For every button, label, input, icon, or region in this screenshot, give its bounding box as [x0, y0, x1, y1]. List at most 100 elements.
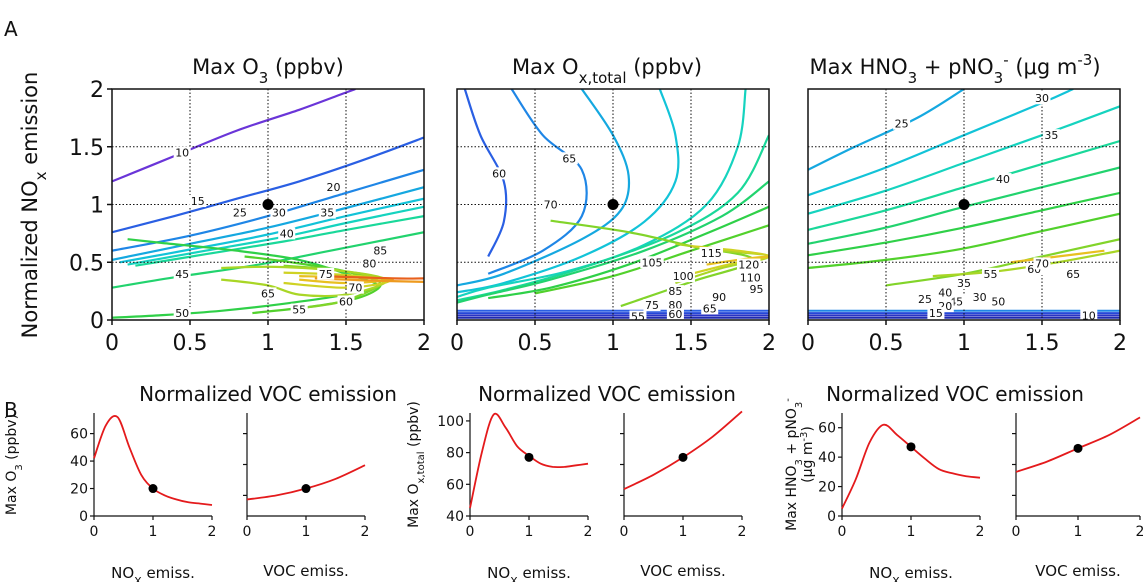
chart-title-a3-part: Max HNO [809, 55, 907, 79]
x-tick-label: 1 [261, 331, 275, 356]
contour-line-10 [112, 89, 356, 183]
chart-title-a1: Max O3 (ppbv) [192, 55, 344, 87]
y-axis-label-b3-part: Max O [406, 483, 422, 527]
x-tick-label: 0 [90, 524, 99, 540]
contour-label: 55 [292, 304, 306, 317]
contour-line-60 [885, 238, 1120, 287]
contour-label: 10 [1082, 309, 1096, 322]
contour-label: 25 [233, 207, 247, 220]
base-case-point [1073, 443, 1083, 453]
contour-label: 75 [645, 299, 659, 312]
contour-label: 25 [918, 293, 932, 306]
y-axis-label-b3-part: x,total [416, 451, 427, 483]
contour-label: 35 [957, 277, 971, 290]
contour-label-bg [1064, 267, 1082, 280]
contour-label-bg [346, 281, 364, 294]
contour-label-bg [936, 286, 954, 299]
contour-label: 40 [280, 227, 294, 240]
chart-title-a3-part: + pNO [917, 55, 994, 79]
y-axis-label-b5-part: + pNO [784, 408, 800, 459]
x-axis-label-b5-part: X [892, 575, 900, 582]
contour-label-bg [325, 181, 343, 194]
y-axis-label-b1: Max O3 (ppbv) [4, 414, 25, 515]
contour-label: 115 [701, 247, 722, 260]
contour-label: 10 [175, 147, 189, 160]
contour-label-bg [666, 285, 684, 298]
x-tick-label: 2 [1136, 524, 1145, 540]
base-case-point [262, 199, 274, 210]
chart-title-a1-part: Max O [192, 55, 259, 79]
contour-label: 60 [339, 296, 353, 309]
chart-title-a3-part: ) [1092, 55, 1100, 79]
x-tick-label: 0 [801, 331, 815, 356]
contour-label: 30 [272, 207, 286, 220]
contour-label: 45 [175, 268, 189, 281]
x-tick-label: 0 [838, 524, 847, 540]
chart-title-a2-part: (ppbv) [627, 55, 702, 79]
chart-title-a2-part: Max O [512, 55, 579, 79]
contour-line-75 [457, 89, 680, 294]
x-tick-label: 1.5 [329, 331, 364, 356]
contour-label: 85 [668, 285, 682, 298]
b-group-title-1: Normalized VOC emission [139, 382, 397, 406]
contour-label: 30 [973, 291, 987, 304]
x-axis-label-b5-part: emiss. [900, 564, 953, 582]
x-tick-label: 2 [208, 524, 217, 540]
contour-line-65 [221, 265, 388, 298]
y-axis-label2-b5-part: ) [800, 426, 816, 431]
contour-label-bg [173, 267, 191, 280]
contour-label-bg [971, 290, 989, 303]
base-case-point [301, 484, 311, 494]
contour-label-bg [189, 195, 207, 208]
contour-line-90 [457, 180, 769, 304]
contour-label-bg [710, 290, 728, 303]
contour-label-bg [1033, 92, 1051, 105]
contour-line-65 [487, 89, 588, 275]
chart-title-a3-part: 3 [908, 69, 918, 87]
x-axis-label-b3: NOX emiss. [487, 564, 571, 582]
y-tick-label: 0.5 [69, 251, 104, 276]
contour-label-bg [893, 117, 911, 130]
contour-label-bg [927, 307, 945, 320]
contour-line-45 [112, 231, 424, 289]
y-tick-label: 60 [818, 421, 836, 437]
contour-label: 95 [750, 283, 764, 296]
contour-label-bg [360, 257, 378, 270]
contour-label: 75 [319, 268, 333, 281]
contour-line-55 [808, 212, 1120, 270]
contour-label-bg [270, 206, 288, 219]
x-axis-label-b3-part: emiss. [518, 564, 571, 582]
y-tick-label: 0 [827, 509, 836, 525]
y-tick-label: 60 [70, 427, 88, 443]
contour-label-bg [982, 267, 1000, 280]
chart-title-a3-part: (μg m [1009, 55, 1078, 79]
contour-line-40 [135, 215, 424, 267]
base-case-point [524, 452, 534, 462]
contour-line-105 [550, 219, 755, 308]
y-axis-label-b5: Max HNO3 + pNO3- [783, 398, 805, 531]
x-tick-label: 2 [976, 524, 985, 540]
contour-label: 40 [996, 173, 1010, 186]
contour-label-bg [290, 303, 308, 316]
x-tick-label: 0.5 [518, 331, 553, 356]
x-axis-label-b1-part: emiss. [142, 564, 195, 582]
x-tick-label: 2 [361, 524, 370, 540]
chart-title-a3: Max HNO3 + pNO3- (μg m-3) [809, 51, 1100, 87]
contour-label: 110 [740, 271, 761, 284]
x-tick-label: 1 [1074, 524, 1083, 540]
chart-title-a3-part: - [1003, 51, 1008, 69]
x-axis-label-b1-part: X [134, 575, 142, 582]
x-tick-label: 1 [149, 524, 158, 540]
contour-label-bg [278, 227, 296, 240]
contour-label-bg [259, 287, 277, 300]
y-axis-label-b1-part: 3 [14, 464, 25, 470]
contour-label: 65 [261, 287, 275, 300]
x-axis-label-b6: VOC emiss. [1035, 562, 1120, 580]
x-tick-label: 1 [679, 524, 688, 540]
contour-label-bg [490, 167, 508, 180]
